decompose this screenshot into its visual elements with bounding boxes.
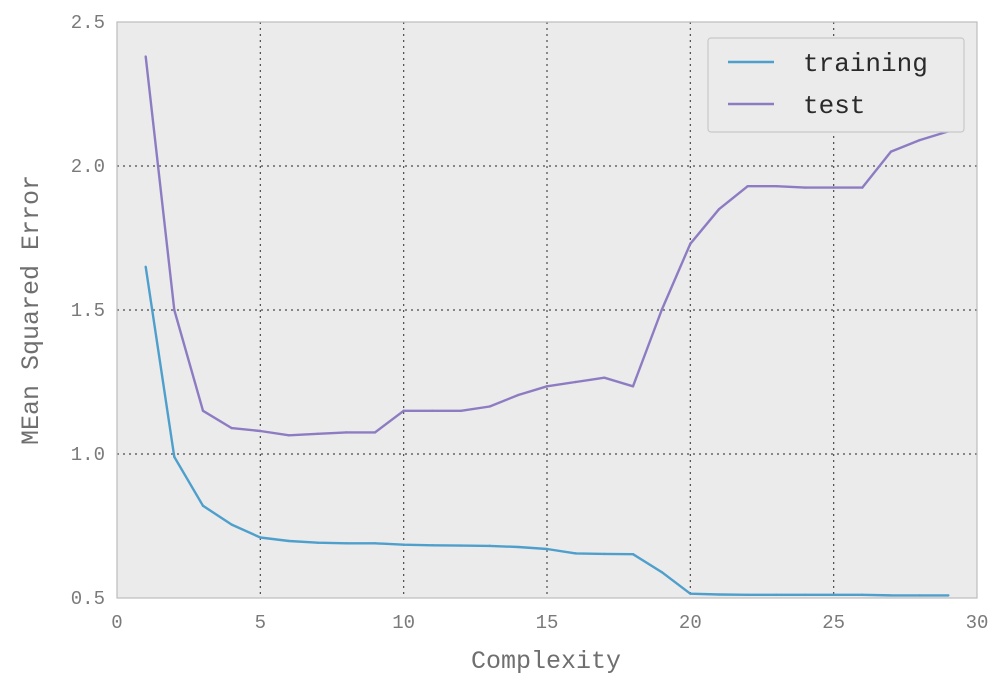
data-point-test	[574, 380, 577, 384]
data-point-training	[775, 593, 778, 597]
plot-frame	[116, 21, 978, 599]
data-point-training	[488, 544, 491, 548]
data-point-test	[316, 432, 319, 436]
data-point-test	[488, 405, 491, 408]
data-point-training	[574, 552, 577, 555]
series-lines	[144, 55, 950, 597]
data-point-test	[545, 385, 549, 388]
data-point-training	[947, 594, 950, 597]
data-point-test	[144, 55, 147, 58]
y-axis-label: MEan Squared Error	[17, 175, 46, 445]
y-tick-label: 2.0	[71, 156, 105, 178]
legend-label-training: training	[803, 49, 928, 79]
data-point-training	[459, 544, 463, 547]
data-point-training	[717, 593, 721, 596]
data-point-training	[201, 504, 205, 508]
data-point-test	[373, 431, 377, 434]
data-point-training	[832, 593, 835, 597]
data-point-test	[345, 431, 348, 434]
x-tick-label: 20	[679, 612, 702, 634]
x-tick-label: 15	[536, 612, 559, 634]
y-tick-label: 2.5	[71, 12, 105, 34]
legend-label-test: test	[803, 91, 865, 121]
y-tick-labels: 0.5 1.0 1.5 2.0 2.5	[71, 12, 105, 610]
data-point-test	[861, 186, 864, 189]
data-point-training	[144, 265, 147, 268]
data-point-test	[459, 409, 463, 412]
data-point-test	[803, 186, 807, 189]
y-tick-label: 1.5	[71, 300, 105, 322]
y-tick-label: 1.0	[71, 444, 105, 466]
data-point-training	[603, 552, 606, 556]
data-point-training	[287, 539, 291, 543]
data-point-test	[431, 409, 434, 412]
data-point-training	[861, 593, 864, 597]
data-point-test	[717, 208, 721, 211]
data-point-test	[517, 393, 520, 397]
y-tick-label: 0.5	[71, 588, 105, 610]
data-point-test	[746, 184, 749, 188]
data-point-test	[631, 385, 635, 388]
data-point-training	[631, 553, 635, 556]
data-point-test	[259, 429, 262, 433]
data-point-test	[775, 184, 778, 188]
grid-lines	[117, 22, 977, 598]
data-point-training	[259, 536, 262, 539]
data-point-training	[173, 455, 176, 459]
data-point-training	[373, 542, 377, 545]
data-point-training	[689, 592, 692, 595]
data-point-training	[803, 593, 807, 597]
data-point-test	[201, 409, 205, 412]
data-point-test	[402, 409, 405, 412]
data-point-test	[660, 308, 663, 312]
data-point-test	[918, 138, 921, 142]
x-tick-label: 30	[966, 612, 989, 634]
data-point-training	[660, 570, 663, 574]
data-point-training	[316, 541, 319, 544]
data-point-training	[545, 547, 549, 551]
data-point-training	[230, 523, 233, 526]
data-point-training	[889, 594, 893, 597]
data-point-training	[746, 593, 749, 597]
data-point-test	[889, 150, 893, 153]
data-point-training	[517, 545, 520, 549]
data-point-test	[230, 426, 233, 430]
legend: training test	[707, 37, 965, 133]
x-axis-label: Complexity	[471, 647, 621, 676]
data-point-training	[918, 594, 921, 597]
x-tick-label: 25	[822, 612, 845, 634]
x-tick-label: 5	[255, 612, 266, 634]
data-point-test	[287, 434, 291, 437]
data-point-training	[431, 544, 434, 547]
data-point-test	[173, 308, 176, 312]
x-tick-label: 10	[392, 612, 415, 634]
x-tick-labels: 0 5 10 15 20 25 30	[111, 612, 988, 634]
data-point-test	[603, 376, 606, 379]
data-point-test	[832, 186, 835, 189]
x-tick-label: 0	[111, 612, 122, 634]
data-point-test	[689, 242, 692, 245]
data-point-training	[345, 542, 348, 545]
data-point-training	[402, 543, 405, 546]
